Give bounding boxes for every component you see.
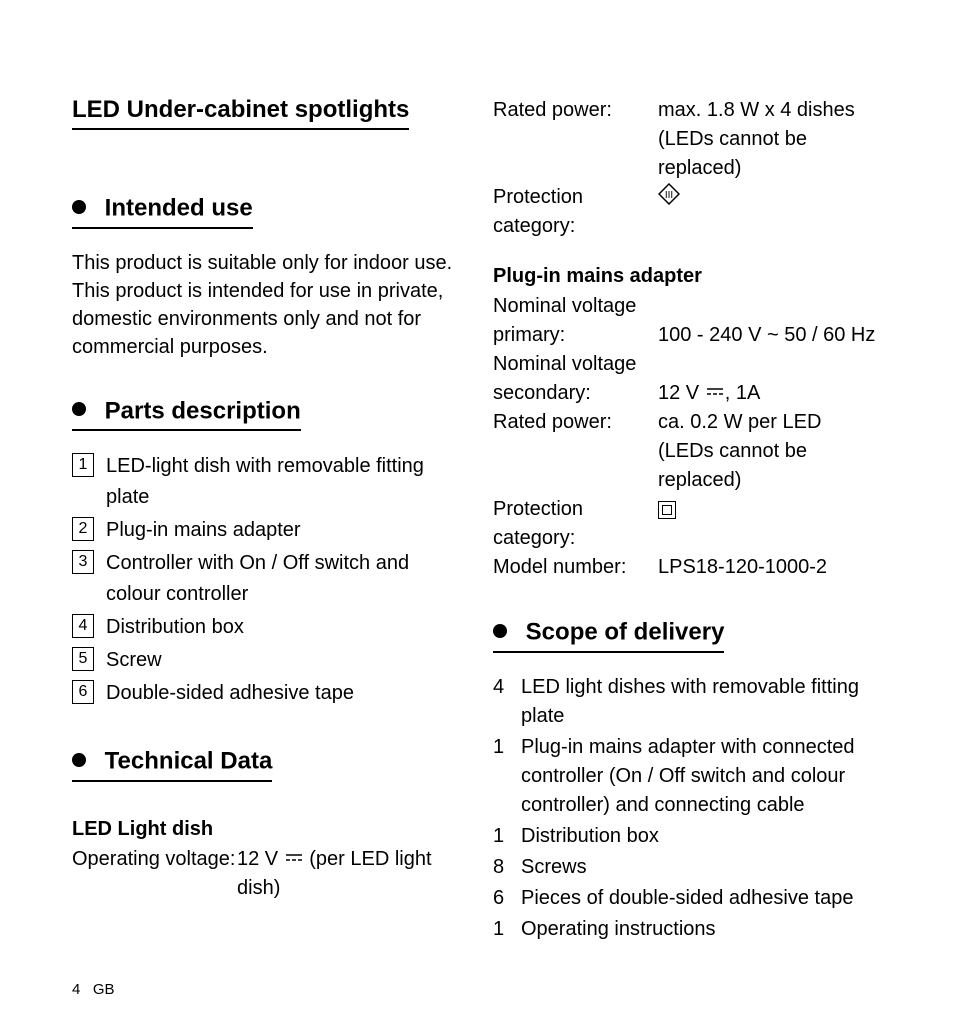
spec-value: LPS18-120-1000-2 <box>658 553 882 582</box>
scope-item: 4 LED light dishes with removable fittin… <box>493 673 882 731</box>
part-number-box: 5 <box>72 647 94 671</box>
part-text: LED-light dish with removable fitting pl… <box>106 451 461 513</box>
page-title: LED Under-cabinet spotlights <box>72 96 409 130</box>
page-number: 4 <box>72 981 80 998</box>
class3-icon: III <box>658 183 680 214</box>
spec-label-line1: Nominal voltage <box>493 292 882 321</box>
right-column: Rated power: max. 1.8 W x 4 dishes (LEDs… <box>493 96 882 946</box>
part-number-box: 4 <box>72 614 94 638</box>
spec-block-continued: Rated power: max. 1.8 W x 4 dishes (LEDs… <box>493 96 882 241</box>
two-column-layout: LED Under-cabinet spotlights Intended us… <box>72 96 882 946</box>
spec-value: III <box>658 183 882 241</box>
scope-item: 8 Screws <box>493 853 882 882</box>
scope-item: 6 Pieces of double-sided adhesive tape <box>493 884 882 913</box>
scope-item: 1 Operating instructions <box>493 915 882 944</box>
part-text: Controller with On / Off switch and colo… <box>106 548 461 610</box>
manual-page: LED Under-cabinet spotlights Intended us… <box>0 0 954 1028</box>
adapter-subheading: Plug-in mains adapter <box>493 265 882 288</box>
spec-label: Protection category: <box>493 183 658 241</box>
spec-value: 100 - 240 V ~ 50 / 60 Hz <box>658 321 882 350</box>
spec-row: Protection category: III <box>493 183 882 241</box>
scope-text: Plug-in mains adapter with connected con… <box>521 733 882 820</box>
spec-value <box>658 495 882 553</box>
spec-row: primary: 100 - 240 V ~ 50 / 60 Hz <box>493 321 882 350</box>
scope-text: Operating instructions <box>521 915 882 944</box>
dc-symbol-icon <box>705 382 725 402</box>
parts-heading: Parts description <box>72 397 301 432</box>
dc-symbol-icon <box>284 848 304 868</box>
spec-row: Rated power: max. 1.8 W x 4 dishes (LEDs… <box>493 96 882 183</box>
spec-label: primary: <box>493 321 658 350</box>
scope-list: 4 LED light dishes with removable fittin… <box>493 673 882 944</box>
part-number-box: 3 <box>72 550 94 574</box>
spec-label: Model number: <box>493 553 658 582</box>
spec-row: Rated power: ca. 0.2 W per LED (LEDs can… <box>493 408 882 495</box>
scope-qty: 1 <box>493 822 521 851</box>
part-text: Plug-in mains adapter <box>106 515 461 546</box>
spec-value: max. 1.8 W x 4 dishes (LEDs cannot be re… <box>658 96 882 183</box>
scope-text: Screws <box>521 853 882 882</box>
scope-qty: 1 <box>493 733 521 820</box>
spec-label: Protection category: <box>493 495 658 553</box>
part-number-box: 1 <box>72 453 94 477</box>
part-number-box: 2 <box>72 517 94 541</box>
scope-item: 1 Distribution box <box>493 822 882 851</box>
spec-label-line1: Nominal voltage <box>493 350 882 379</box>
led-dish-subheading: LED Light dish <box>72 818 461 841</box>
spec-block: Operating voltage: 12 V (per LED light d… <box>72 845 461 903</box>
scope-item: 1 Plug-in mains adapter with connected c… <box>493 733 882 820</box>
spec-row: secondary: 12 V , 1A <box>493 379 882 408</box>
parts-item: 1 LED-light dish with removable fitting … <box>72 451 461 513</box>
scope-text: LED light dishes with removable fitting … <box>521 673 882 731</box>
parts-item: 2 Plug-in mains adapter <box>72 515 461 546</box>
spec-label: Rated power: <box>493 96 658 125</box>
spec-row: Protection category: <box>493 495 882 553</box>
spec-row: Model number: LPS18-120-1000-2 <box>493 553 882 582</box>
part-number-box: 6 <box>72 680 94 704</box>
left-column: LED Under-cabinet spotlights Intended us… <box>72 96 461 946</box>
scope-heading: Scope of delivery <box>493 618 724 653</box>
spec-label: Rated power: <box>493 408 658 437</box>
scope-qty: 6 <box>493 884 521 913</box>
bullet-icon <box>493 624 507 638</box>
parts-item: 4 Distribution box <box>72 612 461 643</box>
spec-value: 12 V , 1A <box>658 379 882 408</box>
scope-qty: 1 <box>493 915 521 944</box>
spec-value: 12 V (per LED light dish) <box>237 845 461 903</box>
part-text: Screw <box>106 645 461 676</box>
intended-use-body: This product is suitable only for indoor… <box>72 249 461 361</box>
part-text: Distribution box <box>106 612 461 643</box>
parts-item: 6 Double-sided adhesive tape <box>72 678 461 709</box>
svg-text:III: III <box>665 190 673 201</box>
spec-label: secondary: <box>493 379 658 408</box>
class2-icon <box>658 501 676 519</box>
parts-list: 1 LED-light dish with removable fitting … <box>72 451 461 709</box>
spec-label: Operating voltage: <box>72 845 237 874</box>
bullet-icon <box>72 753 86 767</box>
spec-row: Operating voltage: 12 V (per LED light d… <box>72 845 461 903</box>
part-text: Double-sided adhesive tape <box>106 678 461 709</box>
technical-heading: Technical Data <box>72 747 272 782</box>
scope-text: Distribution box <box>521 822 882 851</box>
scope-qty: 4 <box>493 673 521 731</box>
scope-qty: 8 <box>493 853 521 882</box>
bullet-icon <box>72 200 86 214</box>
parts-item: 3 Controller with On / Off switch and co… <box>72 548 461 610</box>
parts-item: 5 Screw <box>72 645 461 676</box>
intended-use-heading: Intended use <box>72 194 253 229</box>
page-footer: 4 GB <box>72 981 115 998</box>
scope-text: Pieces of double-sided adhesive tape <box>521 884 882 913</box>
spec-value: ca. 0.2 W per LED (LEDs cannot be replac… <box>658 408 882 495</box>
adapter-spec-block: Nominal voltage primary: 100 - 240 V ~ 5… <box>493 292 882 582</box>
bullet-icon <box>72 402 86 416</box>
lang-code: GB <box>93 981 115 998</box>
